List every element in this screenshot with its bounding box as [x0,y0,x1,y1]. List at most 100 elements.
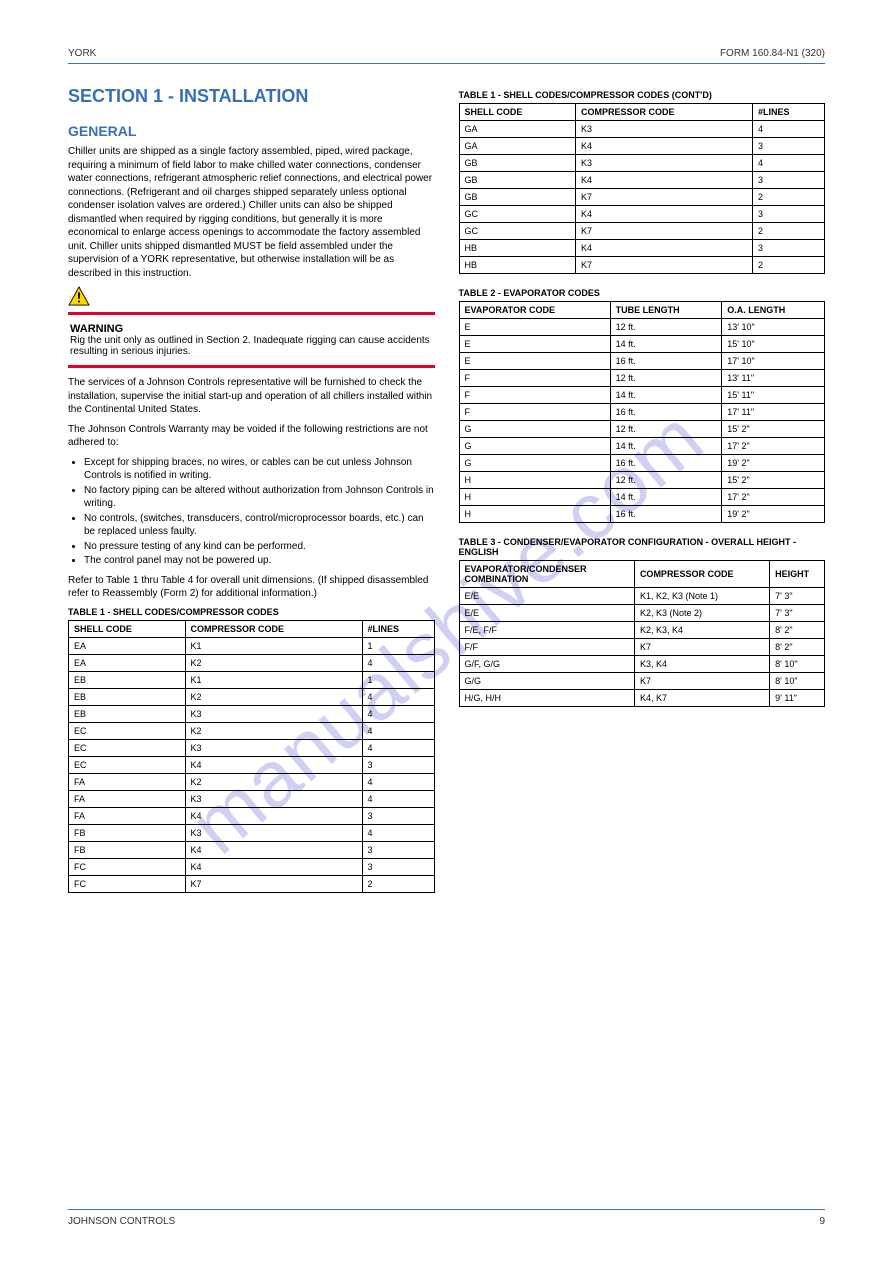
table-cell: EC [69,756,186,773]
list-item: No controls, (switches, transducers, con… [84,512,435,539]
table-cell: F [459,387,610,404]
warning-text: Rig the unit only as outlined in Section… [70,335,433,357]
th: SHELL CODE [69,620,186,637]
table-cell: GA [459,138,576,155]
table-row: F12 ft.13' 11" [459,370,825,387]
table-cell: 4 [362,722,434,739]
table-cell: F [459,404,610,421]
table-cell: FA [69,773,186,790]
table-row: H/G, H/HK4, K79' 11" [459,690,825,707]
table-cell: GB [459,172,576,189]
table-cell: 14 ft. [610,387,722,404]
table-row: G/GK78' 10" [459,673,825,690]
table-row: ECK24 [69,722,435,739]
page-container: YORK FORM 160.84-N1 (320) SECTION 1 - IN… [0,0,893,1263]
table-cell: K4 [185,807,362,824]
table-row: ECK34 [69,739,435,756]
table-row: H16 ft.19' 2" [459,506,825,523]
para-3: The Johnson Controls Warranty may be voi… [68,423,435,450]
table-cell: 12 ft. [610,421,722,438]
th: TUBE LENGTH [610,302,722,319]
section-title: SECTION 1 - INSTALLATION [68,86,435,107]
table1-title: TABLE 1 - SHELL CODES/COMPRESSOR CODES [68,607,435,617]
table-cell: K2 [185,688,362,705]
table-cell: 15' 10" [722,336,825,353]
page-footer: JOHNSON CONTROLS 9 [68,1209,825,1227]
table-cell: GB [459,155,576,172]
table-cell: 4 [362,773,434,790]
list-item: No factory piping can be altered without… [84,484,435,511]
table-row: HBK43 [459,240,825,257]
table-cell: 1 [362,637,434,654]
table-row: GBK34 [459,155,825,172]
table-cell: H [459,506,610,523]
table-cell: K3 [185,739,362,756]
table-cell: 4 [362,705,434,722]
table-cell: FC [69,875,186,892]
table-row: FAK24 [69,773,435,790]
table-cell: EA [69,637,186,654]
table-cell: FA [69,807,186,824]
table-cell: EB [69,705,186,722]
table-row: EBK34 [69,705,435,722]
table-cell: E [459,353,610,370]
th: EVAPORATOR CODE [459,302,610,319]
table-cell: K1, K2, K3 (Note 1) [634,588,769,605]
warning-icon [68,286,90,306]
table-cell: K7 [576,223,753,240]
table-cell: 3 [753,172,825,189]
table-cell: FA [69,790,186,807]
two-column-layout: SECTION 1 - INSTALLATION GENERAL Chiller… [68,86,825,907]
table-row: E/EK1, K2, K3 (Note 1)7' 3" [459,588,825,605]
table-cell: 16 ft. [610,353,722,370]
th: #LINES [753,104,825,121]
table-cell: GC [459,223,576,240]
table3-title: TABLE 2 - EVAPORATOR CODES [459,288,826,298]
table-cell: EB [69,688,186,705]
table-cell: E [459,336,610,353]
table-cell: K7 [634,639,769,656]
table-cell: K2 [185,773,362,790]
table-cell: EC [69,722,186,739]
table-cell: 12 ft. [610,472,722,489]
table-cell: 17' 2" [722,438,825,455]
header-right: FORM 160.84-N1 (320) [720,48,825,59]
table-cell: K4 [576,206,753,223]
table-cell: 8' 10" [770,673,825,690]
right-column: TABLE 1 - SHELL CODES/COMPRESSOR CODES (… [459,86,826,907]
table-cell: K3 [576,155,753,172]
table-cell: 3 [362,756,434,773]
table-cell: EB [69,671,186,688]
para-4: Refer to Table 1 thru Table 4 for overal… [68,574,435,601]
table-row: FBK34 [69,824,435,841]
table-row: F/E, F/FK2, K3, K48' 2" [459,622,825,639]
warning-box: WARNING Rig the unit only as outlined in… [68,312,435,368]
warning-label: WARNING [70,323,433,335]
table-2: SHELL CODE COMPRESSOR CODE #LINES GAK34G… [459,103,826,274]
table-row: GAK43 [459,138,825,155]
table-4: EVAPORATOR/CONDENSER COMBINATION COMPRES… [459,560,826,707]
table-cell: 4 [362,654,434,671]
table-cell: K3 [185,824,362,841]
footer-right: 9 [819,1216,825,1227]
table-row: FAK34 [69,790,435,807]
table-cell: K7 [185,875,362,892]
table-cell: K4 [576,138,753,155]
table-cell: 4 [753,155,825,172]
table-cell: 4 [362,739,434,756]
list-item: Except for shipping braces, no wires, or… [84,456,435,483]
table-cell: H [459,489,610,506]
table-cell: 2 [753,257,825,274]
table-cell: G [459,455,610,472]
table-cell: K1 [185,637,362,654]
table-cell: 15' 2" [722,472,825,489]
table-cell: K4 [185,841,362,858]
table-cell: 3 [362,858,434,875]
table-row: GCK72 [459,223,825,240]
table-cell: K7 [576,189,753,206]
table-cell: EA [69,654,186,671]
table-row: H12 ft.15' 2" [459,472,825,489]
table-cell: 2 [362,875,434,892]
table-cell: GB [459,189,576,206]
table-cell: 12 ft. [610,370,722,387]
